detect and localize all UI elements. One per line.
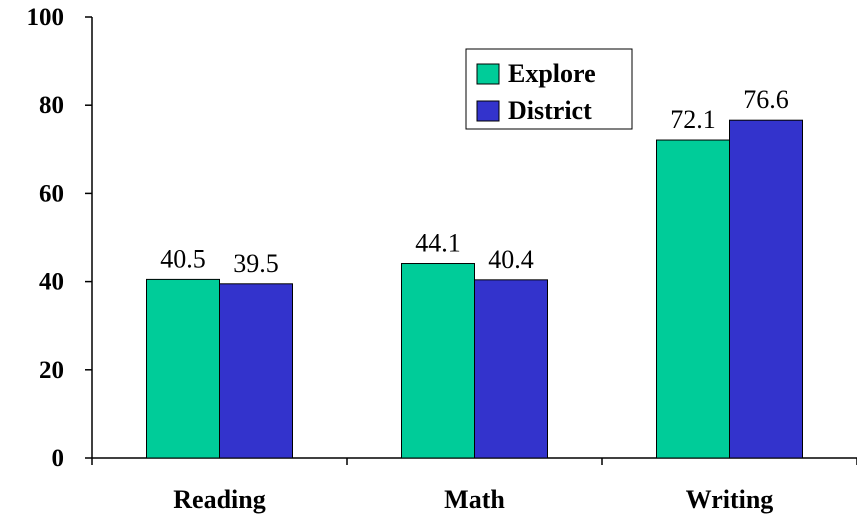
y-tick-label: 40 bbox=[39, 269, 64, 296]
x-axis: Reading Math Writing bbox=[91, 457, 857, 514]
bar-explore-math bbox=[401, 263, 475, 459]
legend: Explore District bbox=[465, 48, 633, 130]
bar-explore-reading bbox=[146, 278, 220, 459]
x-category-label: Writing bbox=[686, 485, 774, 514]
data-label: 72.1 bbox=[670, 105, 716, 134]
bar-district-reading bbox=[219, 283, 293, 459]
legend-swatch-district bbox=[476, 100, 500, 122]
x-category-label: Math bbox=[444, 485, 505, 514]
y-axis: 0 20 40 60 80 100 bbox=[27, 4, 93, 472]
y-tick-label: 0 bbox=[52, 445, 65, 472]
data-label: 40.5 bbox=[160, 244, 206, 273]
data-label: 76.6 bbox=[743, 85, 789, 114]
legend-label-district: District bbox=[508, 96, 592, 125]
bar-district-writing bbox=[729, 119, 803, 459]
bar-explore-writing bbox=[656, 139, 730, 459]
bars bbox=[146, 119, 803, 459]
data-label: 40.4 bbox=[488, 245, 534, 274]
x-category-label: Reading bbox=[173, 485, 265, 514]
data-labels: 40.5 39.5 44.1 40.4 72.1 76.6 bbox=[160, 85, 789, 278]
data-label: 39.5 bbox=[233, 249, 279, 278]
y-tick-label: 100 bbox=[27, 4, 65, 31]
data-label: 44.1 bbox=[415, 229, 461, 258]
y-tick-label: 60 bbox=[39, 180, 64, 207]
y-tick-label: 80 bbox=[39, 92, 64, 119]
legend-label-explore: Explore bbox=[508, 59, 596, 88]
bar-district-math bbox=[474, 279, 548, 459]
legend-swatch-explore bbox=[476, 63, 500, 85]
y-tick-label: 20 bbox=[39, 357, 64, 384]
